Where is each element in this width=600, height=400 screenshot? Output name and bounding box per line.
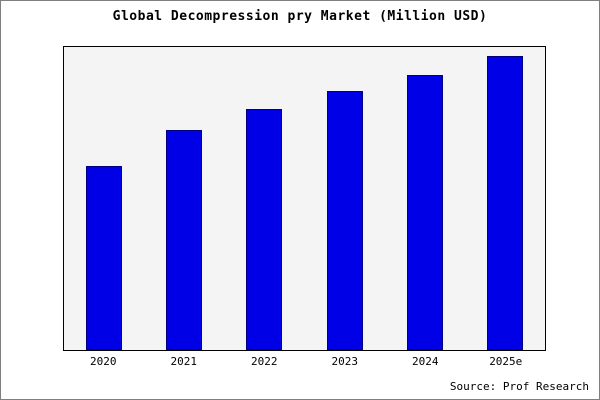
x-tick-label-2020: 2020 <box>90 355 117 368</box>
bar-2022 <box>246 109 283 350</box>
source-text: Source: Prof Research <box>449 380 589 393</box>
bar-2024 <box>406 74 443 350</box>
bar-2020 <box>86 166 123 350</box>
x-tick-label-2025e: 2025e <box>489 355 523 368</box>
x-axis-labels: 2020 2021 2022 2023 2024 2025e <box>63 355 546 368</box>
bar-2021 <box>166 129 203 350</box>
x-tick-label-2023: 2023 <box>331 355 359 368</box>
x-tick-label-2022: 2022 <box>251 355 278 368</box>
bar-2023 <box>326 91 363 350</box>
bar-2025e <box>486 56 523 350</box>
x-tick-label-2021: 2021 <box>170 355 198 368</box>
x-tick-label-2024: 2024 <box>412 355 439 368</box>
chart-title: Global Decompression pry Market (Million… <box>112 9 488 24</box>
plot-area <box>63 46 546 351</box>
